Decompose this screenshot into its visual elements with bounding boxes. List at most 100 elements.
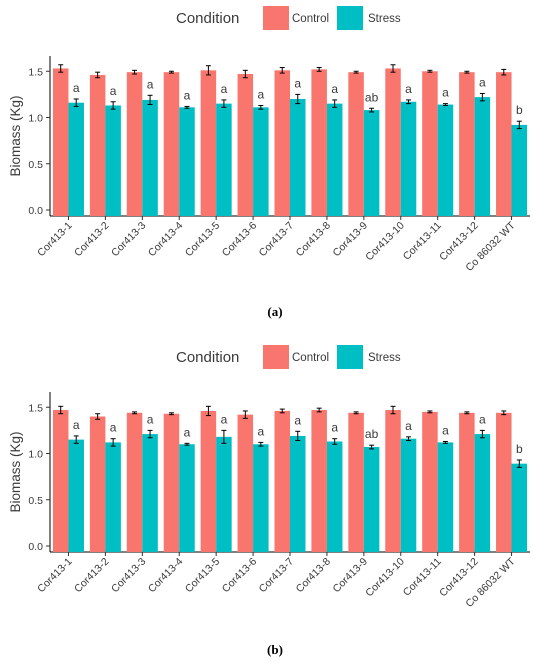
bar-stress — [142, 434, 158, 552]
bar-control — [52, 68, 69, 216]
x-tick-label: Cor413-10 — [363, 220, 407, 264]
significance-label: a — [479, 75, 486, 89]
significance-label: a — [110, 421, 117, 435]
bar-stress — [290, 99, 306, 216]
legend-swatch-stress — [337, 6, 363, 30]
bar-stress — [142, 99, 158, 216]
legend: Condition Control Stress — [176, 345, 401, 369]
legend: Condition Control Stress — [176, 6, 401, 30]
bar-stress — [105, 442, 121, 552]
bar-stress — [437, 442, 454, 552]
bar-stress — [363, 447, 380, 552]
x-tick-label: Cor413-10 — [363, 556, 407, 600]
x-tick-label: Cor413-6 — [220, 220, 260, 260]
bar-stress — [363, 110, 380, 216]
x-tick-label: Cor413-7 — [257, 220, 297, 260]
bar-control — [274, 410, 290, 552]
y-tick-label: 0.5 — [28, 495, 43, 507]
bar-stress — [179, 107, 195, 216]
bar-stress — [511, 124, 528, 216]
legend-label-control: Control — [292, 352, 329, 364]
bar-stress — [326, 441, 343, 552]
significance-label: a — [331, 82, 338, 96]
bar-control — [385, 410, 401, 552]
significance-label: a — [442, 423, 449, 437]
bar-control — [237, 414, 254, 552]
x-tick-label: Cor413-2 — [72, 556, 112, 596]
legend-swatch-control — [263, 6, 289, 30]
bar-control — [163, 413, 180, 552]
significance-label: a — [184, 88, 191, 102]
bar-control — [126, 72, 143, 216]
significance-label: a — [405, 82, 412, 96]
y-tick-label: 0.0 — [28, 541, 43, 553]
panel-caption: (a) — [267, 304, 282, 319]
bar-stress — [105, 105, 121, 216]
x-tick-label: Cor413-5 — [183, 220, 223, 260]
significance-label: a — [147, 412, 154, 426]
bar-control — [311, 69, 327, 217]
bar-control — [163, 72, 180, 216]
significance-label: a — [73, 81, 80, 95]
y-tick-label: 1.0 — [28, 449, 43, 461]
bar-control — [200, 410, 217, 552]
significance-label: a — [331, 421, 338, 435]
bar-control — [89, 74, 106, 216]
significance-label: a — [442, 86, 449, 100]
significance-label: a — [479, 412, 486, 426]
significance-label: a — [221, 82, 228, 96]
bar-control — [348, 72, 364, 216]
x-tick-label: Cor413-6 — [220, 556, 260, 596]
x-tick-label: Cor413-8 — [294, 220, 334, 260]
x-tick-label: Cor413-1 — [35, 556, 75, 596]
significance-label: a — [110, 84, 117, 98]
x-tick-label: Cor413-3 — [109, 556, 149, 596]
x-tick-label: Cor413-4 — [146, 556, 186, 596]
significance-label: a — [147, 77, 154, 91]
bar-stress — [511, 463, 528, 552]
panel-caption: (b) — [267, 642, 283, 657]
significance-label: a — [257, 87, 264, 101]
bar-stress — [290, 435, 306, 552]
bar-stress — [326, 103, 343, 216]
legend-label-control: Control — [292, 13, 329, 25]
legend-title: Condition — [176, 349, 239, 366]
bar-stress — [400, 438, 417, 552]
significance-label: a — [257, 424, 264, 438]
bar-control — [52, 410, 69, 552]
x-tick-label: Cor413-2 — [72, 220, 112, 260]
bar-control — [200, 70, 217, 216]
bar-stress — [68, 439, 84, 552]
bar-stress — [68, 102, 84, 216]
significance-label: b — [516, 442, 523, 456]
bar-control — [459, 72, 475, 216]
significance-label: a — [294, 413, 301, 427]
bar-stress — [474, 97, 491, 216]
y-tick-label: 0.5 — [28, 159, 43, 171]
bar-stress — [437, 104, 454, 216]
significance-label: a — [73, 418, 80, 432]
bar-stress — [253, 444, 269, 552]
y-tick-label: 1.5 — [28, 402, 43, 414]
bar-stress — [179, 444, 195, 552]
x-tick-label: Cor413-4 — [146, 220, 186, 260]
y-axis-label: Biomass (Kg) — [8, 95, 23, 176]
significance-label: a — [184, 425, 191, 439]
x-tick-label: Cor413-5 — [183, 556, 223, 596]
bar-control — [311, 410, 327, 552]
chart-panel-b: Condition Control Stress 0.0 0.5 1.0 1.5 Biomas… — [8, 345, 530, 657]
bar-stress — [400, 101, 417, 216]
bar-stress — [253, 107, 269, 216]
y-tick-label: 1.0 — [28, 113, 43, 125]
bar-control — [385, 68, 401, 216]
significance-label: a — [221, 412, 228, 426]
bar-control — [89, 416, 106, 552]
legend-swatch-control — [263, 345, 289, 369]
bar-control — [422, 411, 438, 552]
legend-swatch-stress — [337, 345, 363, 369]
significance-label: b — [516, 103, 523, 117]
x-tick-label: Cor413-7 — [257, 556, 297, 596]
x-tick-label: Cor413-1 — [35, 220, 75, 260]
